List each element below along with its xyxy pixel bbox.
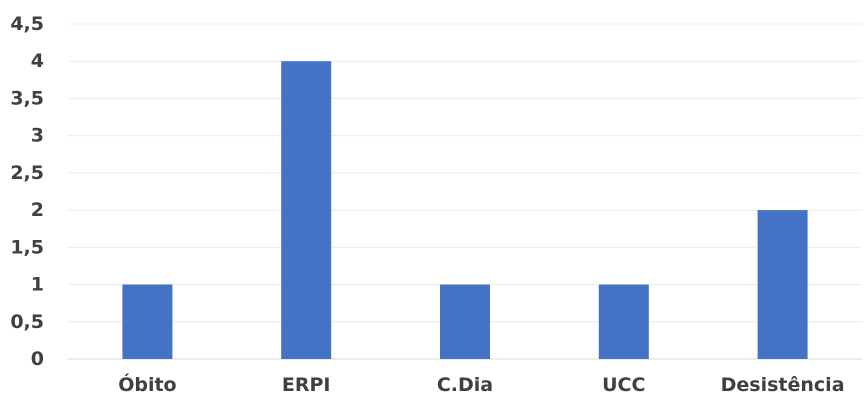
y-tick-label: 0,5 [10, 311, 44, 333]
y-tick-label: 3,5 [10, 87, 44, 109]
bar-ucc [598, 284, 649, 359]
bar--bito [122, 284, 173, 359]
bar-erpi [281, 61, 332, 359]
bars [122, 61, 808, 359]
y-tick-label: 2,5 [10, 162, 44, 184]
y-axis: 0 0,5 1 1,5 2 2,5 3 3,5 4 4,5 [10, 13, 44, 370]
y-tick-label: 1,5 [10, 236, 44, 258]
y-tick-label: 2 [31, 199, 44, 221]
x-category-label: UCC [602, 374, 645, 396]
y-tick-label: 1 [31, 274, 44, 296]
x-category-label: C.Dia [437, 374, 493, 396]
y-tick-label: 3 [31, 125, 44, 147]
y-tick-label: 0 [31, 348, 44, 370]
x-axis: Óbito ERPI C.Dia UCC Desistência [118, 372, 844, 396]
x-category-label: ERPI [282, 374, 331, 396]
bar-c-dia [440, 284, 490, 359]
x-category-label: Desistência [721, 374, 845, 396]
y-tick-label: 4 [31, 50, 44, 72]
bar-desist-ncia [757, 210, 808, 359]
x-category-label: Óbito [118, 372, 176, 396]
y-tick-label: 4,5 [10, 13, 44, 35]
gridlines [68, 23, 862, 360]
